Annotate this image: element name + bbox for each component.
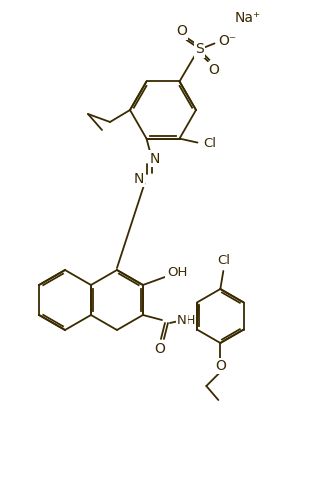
Text: O: O xyxy=(176,25,187,38)
Text: O: O xyxy=(208,64,219,77)
Text: Cl: Cl xyxy=(217,254,230,268)
Text: O: O xyxy=(155,342,165,356)
Text: N: N xyxy=(133,172,144,185)
Text: OH: OH xyxy=(167,267,187,280)
Text: O: O xyxy=(215,359,226,373)
Text: S: S xyxy=(195,42,204,56)
Text: Cl: Cl xyxy=(203,137,216,150)
Text: Na⁺: Na⁺ xyxy=(235,11,261,25)
Text: H: H xyxy=(185,315,195,327)
Text: N: N xyxy=(177,314,187,326)
Text: O⁻: O⁻ xyxy=(218,35,237,48)
Text: N: N xyxy=(149,151,160,166)
